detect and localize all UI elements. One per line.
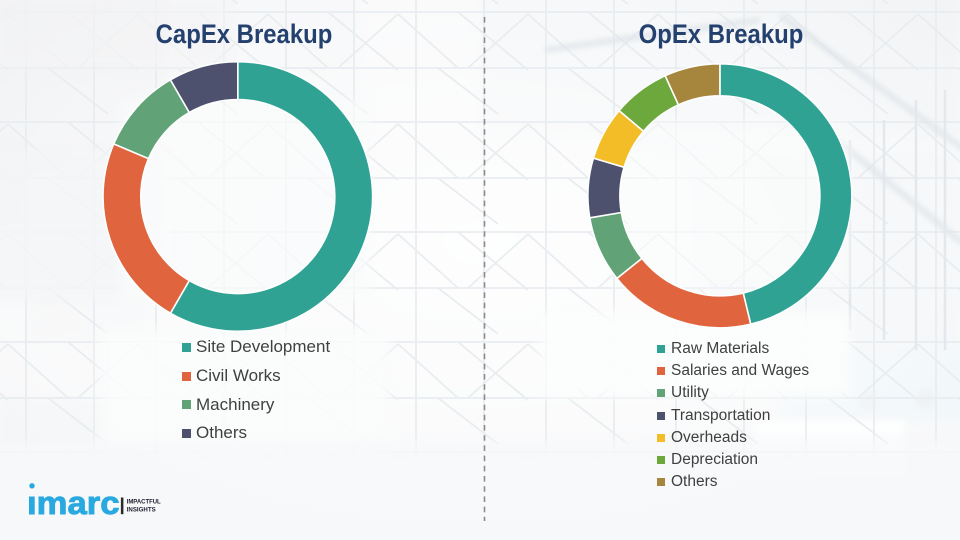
svg-text:IMPACTFUL: IMPACTFUL <box>127 498 161 505</box>
svg-text:ımarc: ımarc <box>27 485 120 521</box>
svg-text:INSIGHTS: INSIGHTS <box>127 507 156 514</box>
